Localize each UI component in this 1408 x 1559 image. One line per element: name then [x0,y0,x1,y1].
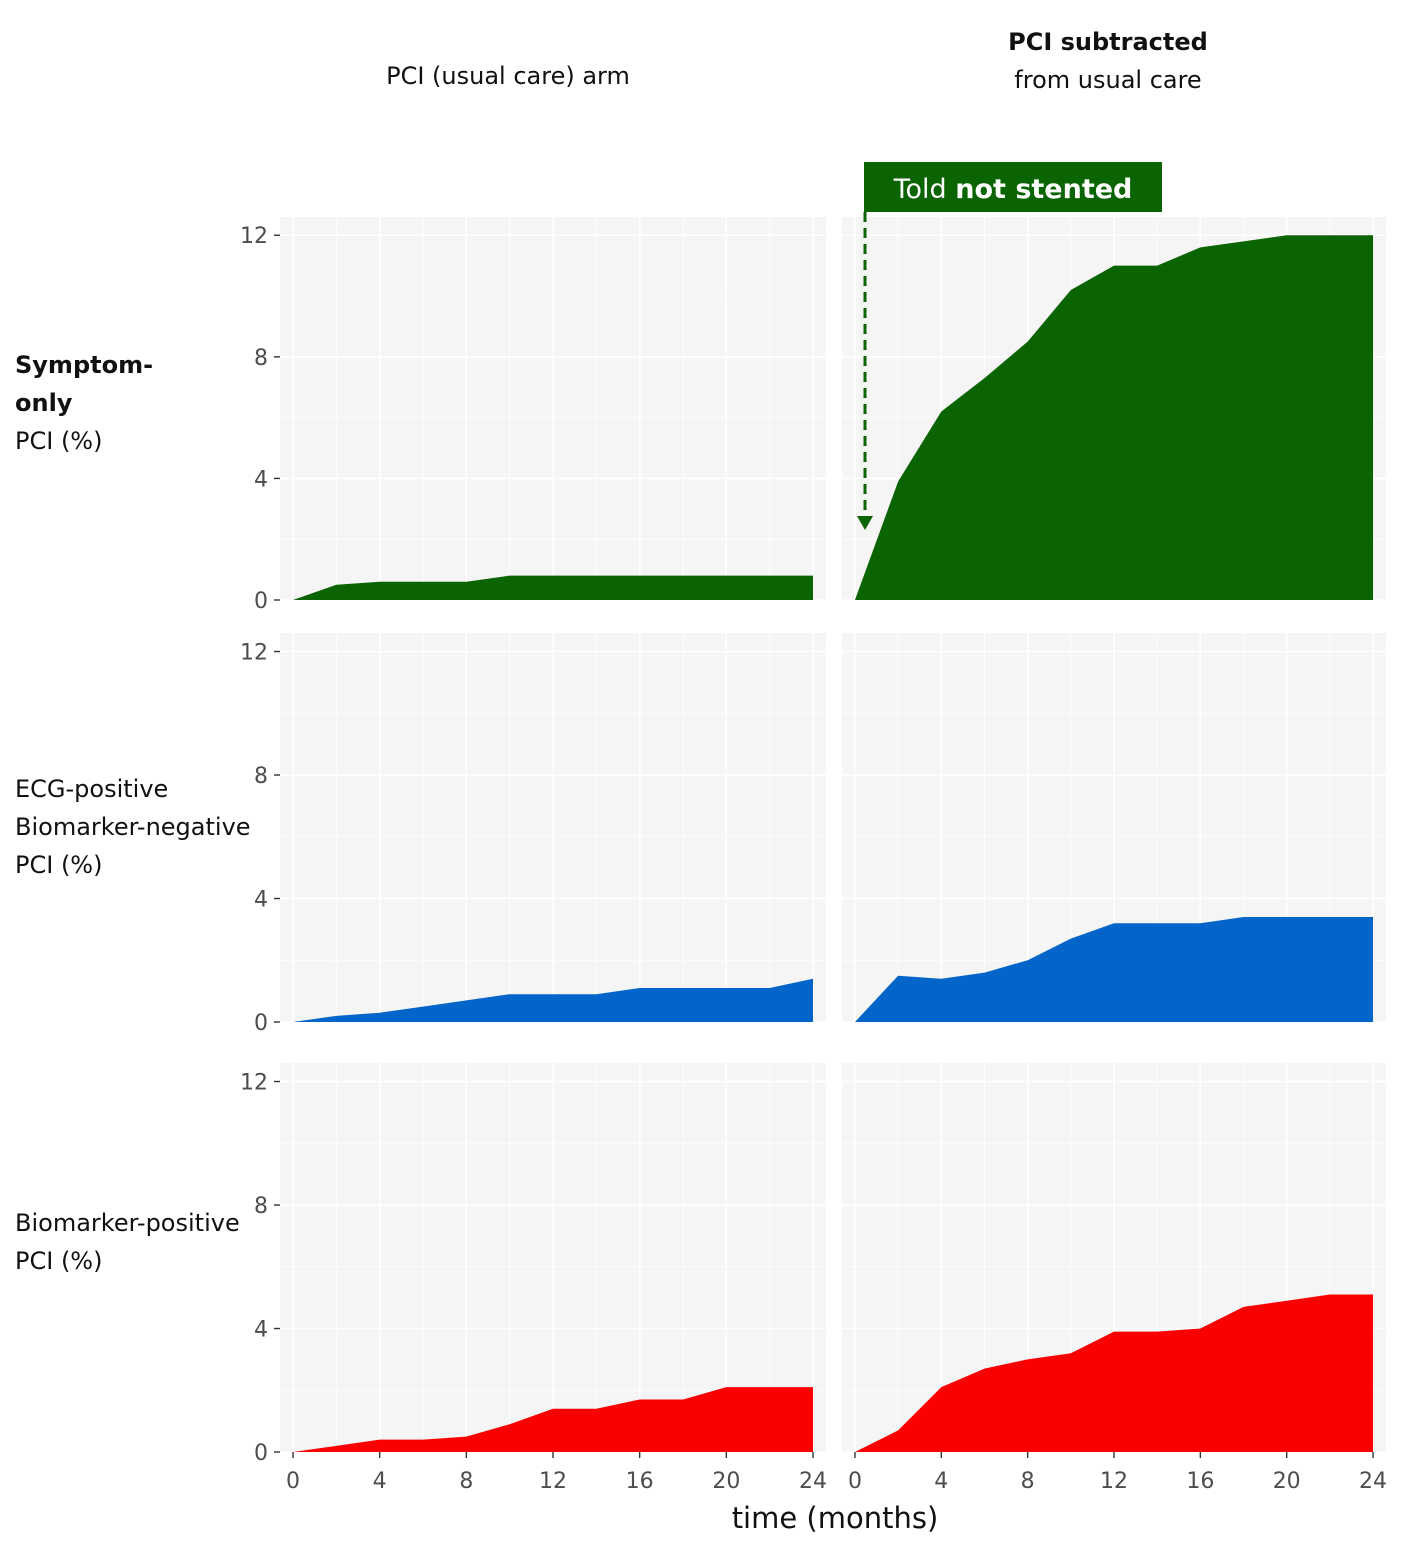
row-label-ecg-line-1: ECG-positive [15,775,168,803]
row-label-ecg-line-3: PCI (%) [15,851,102,879]
x-tick-label: 16 [626,1469,654,1494]
annotation-label-bold: not stented [955,174,1132,205]
row-label-symptom-line-2: only [15,389,73,417]
y-tick-label: 12 [240,224,268,249]
row-label-biomarker-line-2: PCI (%) [15,1247,102,1275]
row-label-biomarker-line-1: Biomarker-positive [15,1209,240,1237]
y-tick-label: 0 [254,589,268,614]
annotation-label: Told not stented [893,174,1133,205]
annotation-box [864,162,1162,212]
area-ecg-usual [293,978,813,1022]
y-tick-label: 12 [240,641,268,666]
x-axis-title: time (months) [732,1501,939,1535]
row-label-symptom-line-1: Symptom- [15,351,153,379]
area-biomarker-usual [293,1387,813,1452]
area-ecg-subtracted [854,917,1374,1022]
told-not-stented-annotation: Told not stented [857,162,1162,530]
area-biomarker-subtracted [854,1294,1374,1452]
x-tick-label: 20 [712,1469,740,1494]
area-symptom-usual [293,575,813,600]
y-tick-label: 4 [254,888,268,913]
row-label-symptom-line-3: PCI (%) [15,427,102,455]
x-tick-label: 0 [848,1469,862,1494]
y-tick-label: 8 [254,1194,268,1219]
panel-symptom-subtracted [842,217,1386,601]
y-tick-label: 4 [254,1318,268,1343]
column-title-subtracted-rest: from usual care [1014,66,1201,94]
panel-biomarker-usual: 0 4 8 12 0 4 8 12 16 20 24 [240,1063,827,1494]
x-tick-label: 12 [1100,1469,1128,1494]
x-tick-label: 24 [1359,1469,1387,1494]
y-tick-label: 12 [240,1071,268,1096]
annotation-arrow-head [857,516,873,530]
panels: 0 4 8 12 0 4 8 12 0 4 8 12 0 4 8 12 16 20 24 0 4 8 12 16 20 24 [240,217,1387,1494]
x-tick-label: 8 [459,1469,473,1494]
panel-biomarker-subtracted: 0 4 8 12 16 20 24 [842,1063,1387,1494]
x-tick-label: 4 [934,1469,948,1494]
panel-ecg-usual: 0 4 8 12 [240,633,826,1036]
column-title-usual: PCI (usual care) arm [386,62,630,90]
column-title-subtracted-bold: PCI subtracted [1008,28,1208,56]
x-tick-label: 12 [539,1469,567,1494]
y-tick-label: 4 [254,467,268,492]
y-tick-label: 0 [254,1441,268,1466]
x-tick-label: 0 [286,1469,300,1494]
x-tick-label: 20 [1273,1469,1301,1494]
annotation-label-normal: Told [893,174,956,205]
area-symptom-subtracted [854,235,1374,600]
x-tick-label: 4 [373,1469,387,1494]
panel-ecg-subtracted [842,633,1386,1023]
x-tick-label: 8 [1021,1469,1035,1494]
row-label-ecg-line-2: Biomarker-negative [15,813,251,841]
x-tick-label: 16 [1186,1469,1214,1494]
y-tick-label: 8 [254,764,268,789]
y-tick-label: 8 [254,346,268,371]
x-tick-label: 24 [799,1469,827,1494]
y-tick-label: 0 [254,1011,268,1036]
panel-symptom-usual: 0 4 8 12 [240,217,826,614]
